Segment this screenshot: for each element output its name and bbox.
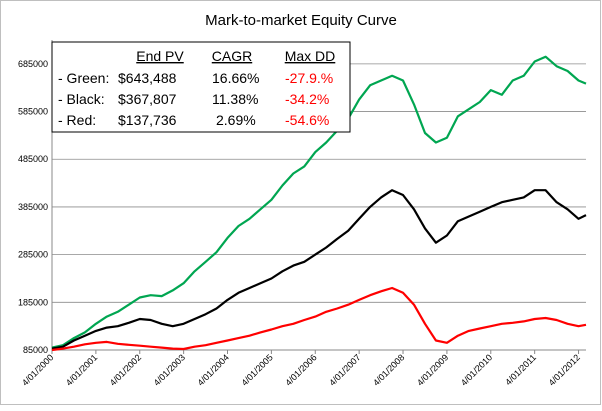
- y-tick-label-2: 285000: [18, 250, 48, 260]
- row-cagr-green: 16.66%: [212, 70, 259, 86]
- y-axis-ticks: 85000 185000 285000 385000 485000 585000 68500…: [18, 59, 48, 355]
- series-lines: [51, 55, 587, 352]
- stats-table-box: [51, 41, 351, 133]
- series-line-red: [51, 286, 587, 352]
- y-tick-label-1: 185000: [18, 297, 48, 307]
- y-tick-label-5: 585000: [18, 107, 48, 117]
- row-endpv-red: $137,736: [118, 112, 177, 128]
- row-label-black: - Black:: [58, 91, 105, 107]
- y-tick-label-3: 385000: [18, 202, 48, 212]
- stats-table: End PV CAGR Max DD - Green: $643,488 16.…: [51, 41, 351, 133]
- row-cagr-red: 2.69%: [216, 112, 256, 128]
- y-tick-label-6: 685000: [18, 59, 48, 69]
- row-endpv-green: $643,488: [118, 70, 177, 86]
- row-endpv-black: $367,807: [118, 91, 177, 107]
- row-label-green: - Green:: [58, 70, 109, 86]
- row-maxdd-red: -54.6%: [285, 112, 329, 128]
- header-max-dd: Max DD: [285, 48, 336, 64]
- chart-title: Mark-to-market Equity Curve: [205, 12, 397, 29]
- row-label-red: - Red:: [58, 112, 96, 128]
- y-tick-label-0: 85000: [23, 345, 48, 355]
- header-end-pv: End PV: [136, 48, 184, 64]
- series-line-black: [51, 189, 587, 350]
- row-maxdd-green: -27.9.%: [285, 70, 333, 86]
- header-cagr: CAGR: [212, 48, 252, 64]
- row-cagr-black: 11.38%: [212, 91, 258, 107]
- series-line-green: [51, 55, 587, 349]
- y-tick-label-4: 485000: [18, 154, 48, 164]
- row-maxdd-black: -34.2%: [285, 91, 329, 107]
